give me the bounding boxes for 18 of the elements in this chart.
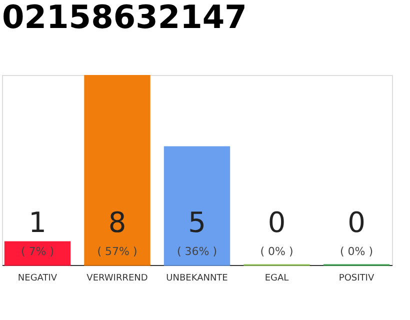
chart-title: 02158632147 (2, 0, 247, 36)
data-label: 1 (28, 206, 46, 239)
x-tick-label: VERWIRREND (86, 274, 148, 284)
annotation: ( 0% ) (260, 245, 294, 258)
annotation: ( 7% ) (20, 245, 54, 258)
data-label: 5 (188, 206, 206, 239)
x-tick-label: NEGATIV (18, 274, 58, 284)
data-label: 0 (348, 206, 366, 239)
bar (84, 75, 150, 265)
x-tick-label: UNBEKANNTE (166, 274, 228, 284)
annotation: ( 57% ) (97, 245, 138, 258)
data-label: 8 (108, 206, 126, 239)
bar (164, 146, 230, 265)
x-tick-label: EGAL (264, 274, 289, 284)
x-tick-label: POSITIV (338, 274, 375, 284)
data-label: 0 (268, 206, 286, 239)
annotation: ( 36% ) (176, 245, 218, 258)
annotation: ( 0% ) (340, 245, 374, 258)
